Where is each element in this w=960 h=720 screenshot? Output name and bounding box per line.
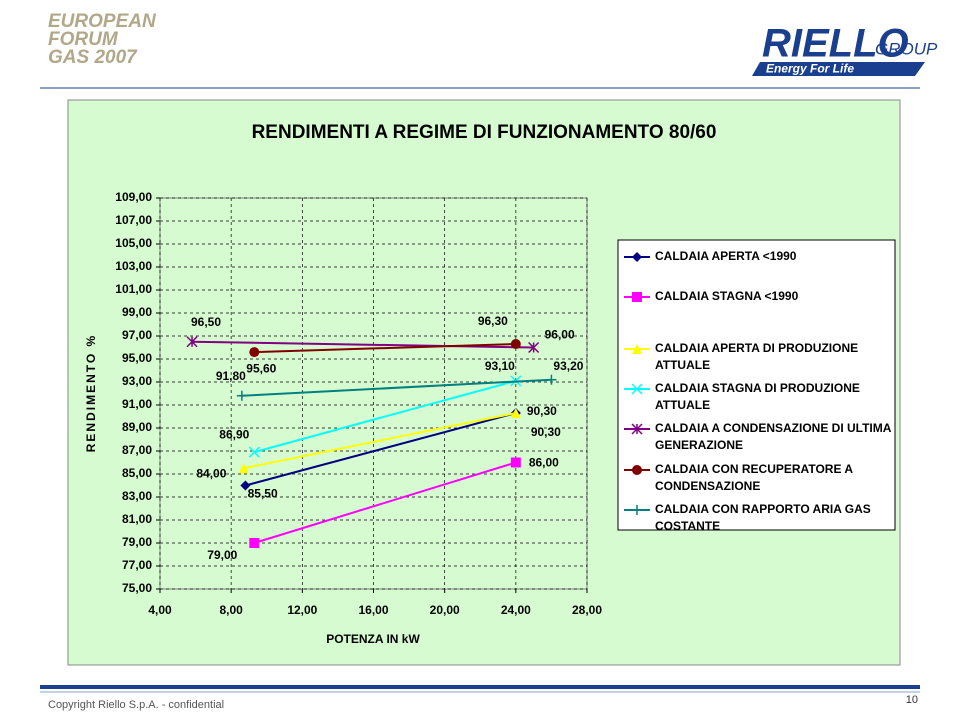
data-label: 86,00 [529,456,559,470]
marker [632,292,642,302]
y-tick-label: 101,00 [115,282,152,296]
data-label: 96,00 [545,328,575,342]
y-tick-label: 93,00 [122,374,152,388]
y-tick-label: 77,00 [122,558,152,572]
marker [248,446,260,458]
marker [546,374,557,385]
marker [238,463,249,474]
series-line [241,378,552,397]
y-tick-label: 103,00 [115,259,152,273]
data-label: 90,30 [531,425,561,439]
legend-label: CALDAIA CON RECUPERATORE A CONDENSAZIONE [655,462,853,493]
y-tick-label: 107,00 [115,213,152,227]
marker [632,252,642,262]
y-tick-label: 83,00 [122,489,152,503]
series-line [192,340,534,349]
marker [510,339,521,350]
y-tick-label: 109,00 [115,190,152,204]
x-tick-label: 8,00 [219,603,243,617]
footer-rule [40,685,920,689]
tagline-band [752,62,925,76]
data-label: 91,80 [216,369,246,383]
marker [510,457,521,468]
page-number: 10 [906,694,918,706]
event-line: FORUM [48,29,119,50]
series-line [254,343,516,354]
brand: RIELLO [762,22,909,66]
x-axis-label: POTENZA IN kW [326,632,420,646]
x-tick-label: 16,00 [358,603,388,617]
y-tick-label: 85,00 [122,466,152,480]
data-label: 84,00 [196,467,226,481]
y-axis-label: RENDIMENTO % [84,334,98,452]
marker [632,465,642,475]
y-tick-label: 81,00 [122,512,152,526]
y-tick-label: 75,00 [122,581,152,595]
marker [236,390,247,401]
series-line [254,379,517,454]
event-line: EUROPEAN [48,11,157,32]
marker [632,344,642,354]
event-logo: EUROPEAN FORUM GAS 2007 [48,11,157,68]
marker [631,383,643,395]
legend-label: CALDAIA A CONDENSAZIONE DI ULTIMA GENERA… [655,421,891,452]
x-tick-label: 24,00 [501,603,531,617]
data-label: 79,00 [207,548,237,562]
x-tick-label: 12,00 [287,603,317,617]
marker [249,347,260,358]
y-tick-label: 99,00 [122,305,152,319]
y-tick-label: 87,00 [122,443,152,457]
marker [240,480,251,491]
y-tick-label: 105,00 [115,236,152,250]
marker [249,538,260,548]
y-tick-label: 95,00 [122,351,152,365]
legend-label: CALDAIA APERTA <1990 [655,249,797,263]
chart-title: RENDIMENTI A REGIME DI FUNZIONAMENTO 80/… [252,122,717,143]
series-line [254,461,517,544]
marker [510,408,521,419]
data-label: 93,20 [553,359,583,373]
series-line [243,412,517,470]
x-tick-label: 20,00 [430,603,460,617]
marker [631,423,643,435]
data-label: 93,10 [485,359,515,373]
y-tick-label: 89,00 [122,420,152,434]
legend-box [617,239,896,531]
legend-label: CALDAIA STAGNA <1990 [655,289,799,303]
plot: 75,00 77,00 79,00 81,00 83,00 85,00 87,00 89,00… [115,190,602,617]
y-tick-label: 97,00 [122,328,152,342]
data-label: 86,90 [219,427,249,441]
marker [632,505,642,515]
event-line: GAS 2007 [48,47,138,68]
marker [186,336,198,348]
data-label: 96,50 [191,315,221,329]
brand-suffix: GROUP [875,39,938,58]
data-label: 95,60 [246,361,276,375]
legend-label: CALDAIA APERTA DI PRODUZIONE ATTUALE [655,341,859,372]
legend-label: CALDAIA CON RAPPORTO ARIA GAS COSTANTE [655,502,871,533]
tagline: Energy For Life [766,62,854,76]
x-tick-label: 28,00 [572,603,602,617]
y-tick-label: 91,00 [122,397,152,411]
marker [528,341,540,354]
series-line [245,412,517,487]
legend-label: CALDAIA STAGNA DI PRODUZIONE ATTUALE [655,381,860,412]
data-label: 90,30 [527,404,557,418]
x-tick-label: 4,00 [148,603,172,617]
data-label: 96,30 [478,314,508,328]
y-tick-label: 79,00 [122,535,152,549]
data-label: 85,50 [248,486,278,500]
copyright: Copyright Riello S.p.A. - confidential [48,699,224,711]
